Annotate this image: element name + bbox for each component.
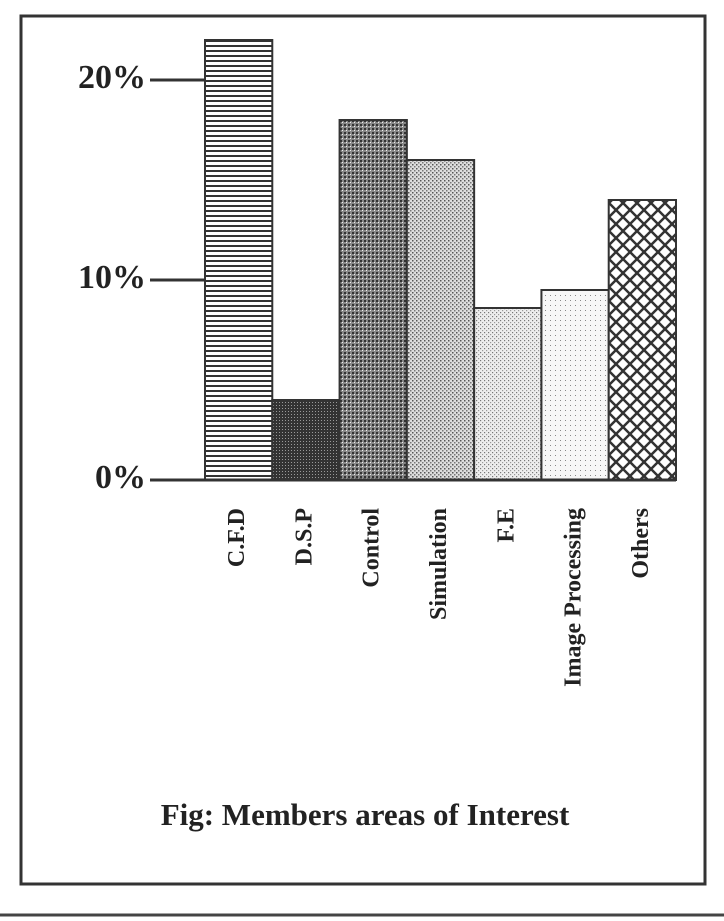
chart-title: Fig: Members areas of Interest (161, 797, 570, 832)
x-tick-label: Control (359, 508, 385, 588)
x-tick-label: Image Processing (561, 508, 587, 687)
x-tick-label: F.E (493, 508, 519, 542)
y-tick-label: 0% (95, 459, 146, 496)
frame (19, 14, 707, 886)
x-tick-label: D.S.P (291, 508, 317, 565)
bar (338, 119, 408, 481)
x-tick-label: Simulation (426, 508, 452, 620)
y-tick-label: 10% (78, 259, 146, 296)
bar (204, 39, 274, 481)
x-tick-label: C.F.D (224, 508, 250, 567)
y-tick-label: 20% (78, 59, 146, 96)
bar (540, 289, 610, 481)
bar (271, 399, 341, 481)
bar (405, 159, 476, 481)
bar (607, 199, 678, 481)
bar (473, 307, 543, 481)
x-tick-label: Others (628, 508, 654, 579)
